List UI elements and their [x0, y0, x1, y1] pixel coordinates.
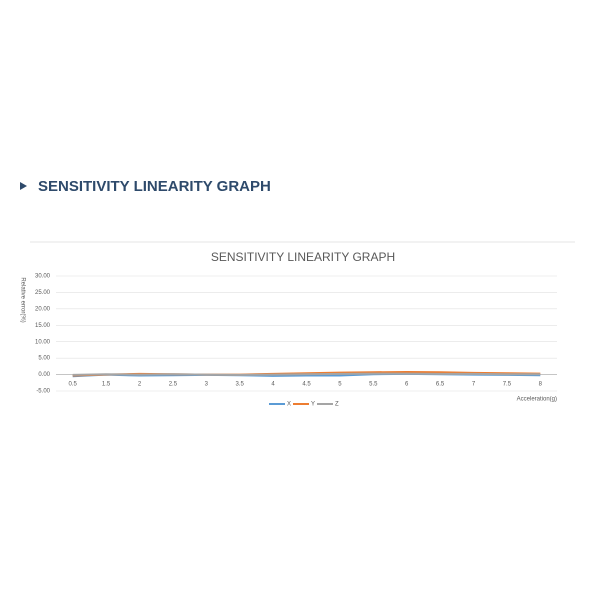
bullet — [20, 182, 27, 190]
legend-label: Z — [335, 402, 339, 408]
x-tick-label: 3.5 — [236, 382, 245, 388]
x-tick-label: 7 — [472, 382, 476, 388]
y-tick-label: 5.00 — [38, 356, 50, 362]
x-tick-label: 5 — [338, 382, 342, 388]
y-tick-label: 25.00 — [35, 290, 51, 296]
x-axis-label: Acceleration(g) — [517, 397, 557, 403]
x-tick-label: 7.5 — [503, 382, 512, 388]
x-tick-label: 1.5 — [102, 382, 111, 388]
legend-label: X — [287, 402, 291, 408]
x-tick-label: 0.5 — [69, 382, 78, 388]
y-tick-label: 20.00 — [35, 306, 51, 312]
x-tick-label: 4 — [271, 382, 275, 388]
x-tick-label: 2.5 — [169, 382, 178, 388]
series-line — [72, 372, 541, 376]
x-tick-label: 6 — [405, 382, 409, 388]
legend-label: Y — [311, 402, 315, 408]
y-axis-label: Relative error(%) — [19, 277, 25, 322]
x-tick-label: 3 — [205, 382, 209, 388]
y-tick-label: 10.00 — [35, 339, 51, 345]
chart-title: SENSITIVITY LINEARITY GRAPH — [211, 250, 395, 264]
x-tick-label: 5.5 — [369, 382, 378, 388]
x-tick-label: 6.5 — [436, 382, 445, 388]
x-tick-label: 4.5 — [302, 382, 311, 388]
x-tick-label: 8 — [539, 382, 543, 388]
heading: SENSITIVITY LINEARITY GRAPH — [38, 178, 271, 195]
y-tick-label: 15.00 — [35, 323, 51, 329]
y-tick-label: -5.00 — [36, 389, 50, 395]
x-tick-label: 2 — [138, 382, 142, 388]
y-tick-label: 0.00 — [38, 372, 50, 378]
y-tick-label: 30.00 — [35, 274, 51, 280]
